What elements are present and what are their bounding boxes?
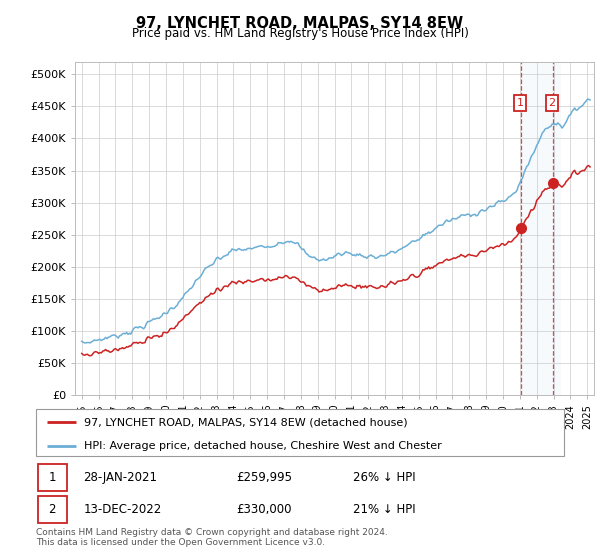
Text: 97, LYNCHET ROAD, MALPAS, SY14 8EW (detached house): 97, LYNCHET ROAD, MALPAS, SY14 8EW (deta… [83, 417, 407, 427]
Text: 2: 2 [49, 503, 56, 516]
Text: 1: 1 [517, 98, 524, 108]
Text: 97, LYNCHET ROAD, MALPAS, SY14 8EW: 97, LYNCHET ROAD, MALPAS, SY14 8EW [136, 16, 464, 31]
Text: 1: 1 [49, 471, 56, 484]
Text: £330,000: £330,000 [236, 503, 292, 516]
Text: Contains HM Land Registry data © Crown copyright and database right 2024.
This d: Contains HM Land Registry data © Crown c… [36, 528, 388, 547]
Bar [38, 496, 67, 523]
Text: 21% ↓ HPI: 21% ↓ HPI [353, 503, 415, 516]
Bar [38, 464, 67, 491]
Text: HPI: Average price, detached house, Cheshire West and Chester: HPI: Average price, detached house, Ches… [83, 441, 441, 451]
Text: Price paid vs. HM Land Registry's House Price Index (HPI): Price paid vs. HM Land Registry's House … [131, 27, 469, 40]
Text: 13-DEC-2022: 13-DEC-2022 [83, 503, 162, 516]
Text: 26% ↓ HPI: 26% ↓ HPI [353, 471, 415, 484]
Text: 2: 2 [548, 98, 556, 108]
Bar [521, 62, 561, 395]
Text: 28-JAN-2021: 28-JAN-2021 [83, 471, 158, 484]
Text: £259,995: £259,995 [236, 471, 293, 484]
